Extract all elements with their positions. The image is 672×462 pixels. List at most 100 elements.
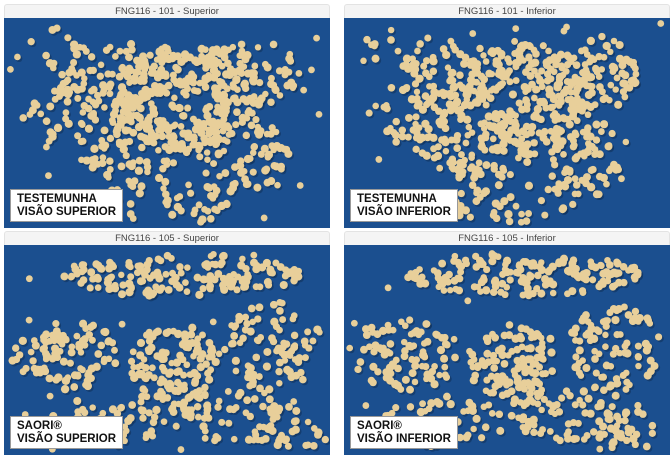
soybean-seed: [599, 120, 609, 129]
soybean-seed: [518, 210, 525, 218]
soybean-seed: [216, 172, 223, 180]
soybean-seed: [639, 410, 647, 418]
soybean-seed: [138, 143, 146, 152]
soybean-seed: [289, 315, 297, 323]
soybean-seed: [268, 124, 276, 132]
soybean-seed: [406, 385, 414, 394]
soybean-seed: [280, 350, 289, 360]
soybean-seed: [612, 375, 621, 383]
soybean-seed: [221, 49, 229, 56]
soybean-seed: [592, 120, 601, 129]
soybean-seed: [549, 103, 557, 111]
soybean-seed: [166, 379, 174, 387]
soybean-seed: [412, 60, 420, 68]
soybean-seed: [523, 284, 532, 293]
soybean-seed: [193, 273, 202, 282]
soybean-seed: [444, 64, 452, 71]
soybean-seed: [534, 400, 542, 408]
soybean-seed: [70, 371, 79, 380]
soybean-seed: [147, 343, 156, 352]
soybean-seed: [526, 389, 534, 398]
soybean-seed: [146, 87, 154, 95]
soybean-seed: [205, 71, 212, 79]
soybean-seed: [520, 57, 527, 64]
soybean-seed: [581, 61, 589, 68]
soybean-seed: [134, 123, 144, 132]
soybean-seed: [587, 166, 595, 174]
soybean-seed: [116, 47, 124, 55]
soybean-seed: [56, 347, 64, 355]
soybean-seed: [136, 97, 144, 105]
soybean-seed: [134, 57, 143, 66]
soybean-seed: [214, 103, 221, 111]
soybean-seed: [538, 354, 547, 363]
soybean-seed: [564, 420, 573, 428]
soybean-seed: [566, 391, 574, 400]
soybean-seed: [463, 90, 472, 100]
soybean-seed: [619, 262, 628, 271]
soybean-seed: [137, 398, 145, 406]
soybean-seed: [161, 143, 169, 151]
soybean-seed: [528, 122, 537, 132]
soybean-seed: [416, 266, 423, 273]
soybean-seed: [292, 371, 301, 380]
soybean-seed: [421, 119, 430, 129]
soybean-seed: [480, 274, 487, 281]
soybean-seed: [461, 256, 470, 264]
soybean-seed: [511, 37, 519, 45]
soybean-seed: [607, 363, 615, 370]
soybean-seed: [452, 135, 461, 144]
soybean-seed: [68, 273, 76, 280]
soybean-seed: [290, 331, 299, 340]
soybean-seed: [561, 182, 570, 191]
soybean-seed: [285, 54, 294, 63]
soybean-seed: [573, 84, 582, 93]
soybean-seed: [242, 277, 251, 286]
soybean-seed: [507, 387, 516, 396]
soybean-seed: [295, 69, 303, 77]
soybean-seed: [7, 65, 14, 73]
soybean-seed: [492, 60, 501, 68]
soybean-seed: [178, 142, 187, 150]
soybean-seed: [519, 291, 527, 299]
seed-scatter: [7, 24, 323, 228]
soybean-seed: [452, 285, 460, 293]
soybean-seed: [249, 73, 258, 82]
soybean-seed: [231, 163, 239, 171]
soybean-seed: [582, 275, 590, 284]
soybean-seed: [256, 384, 264, 393]
soybean-seed: [249, 168, 257, 176]
soybean-seed: [118, 320, 126, 328]
soybean-seed: [441, 371, 449, 379]
soybean-seed: [534, 271, 542, 280]
soybean-seed: [522, 217, 531, 225]
soybean-seed: [170, 140, 179, 148]
soybean-seed: [612, 269, 621, 278]
soybean-seed: [612, 344, 620, 353]
soybean-seed: [582, 409, 589, 416]
soybean-seed: [155, 147, 162, 154]
soybean-seed: [425, 98, 433, 107]
soybean-seed: [121, 126, 130, 135]
soybean-seed: [572, 435, 580, 443]
soybean-seed: [378, 326, 388, 335]
soybean-seed: [238, 47, 246, 55]
soybean-seed: [89, 404, 96, 411]
soybean-seed: [436, 120, 446, 129]
soybean-seed: [209, 194, 217, 202]
soybean-seed: [383, 102, 390, 109]
soybean-seed: [105, 285, 114, 293]
soybean-seed: [497, 66, 506, 75]
soybean-seed: [125, 259, 133, 267]
soybean-seed: [267, 74, 275, 82]
soybean-seed: [440, 354, 449, 363]
soybean-seed: [204, 156, 211, 163]
soybean-seed: [161, 120, 170, 129]
soybean-seed: [398, 126, 407, 134]
soybean-seed: [621, 93, 629, 101]
soybean-seed: [168, 269, 177, 277]
soybean-seed: [222, 70, 231, 79]
soybean-seed: [621, 416, 629, 425]
panel-testemunha-superior: FNG116 - 101 - Superior TESTEMUNHA VISÃO…: [4, 4, 330, 228]
soybean-seed: [257, 150, 265, 158]
